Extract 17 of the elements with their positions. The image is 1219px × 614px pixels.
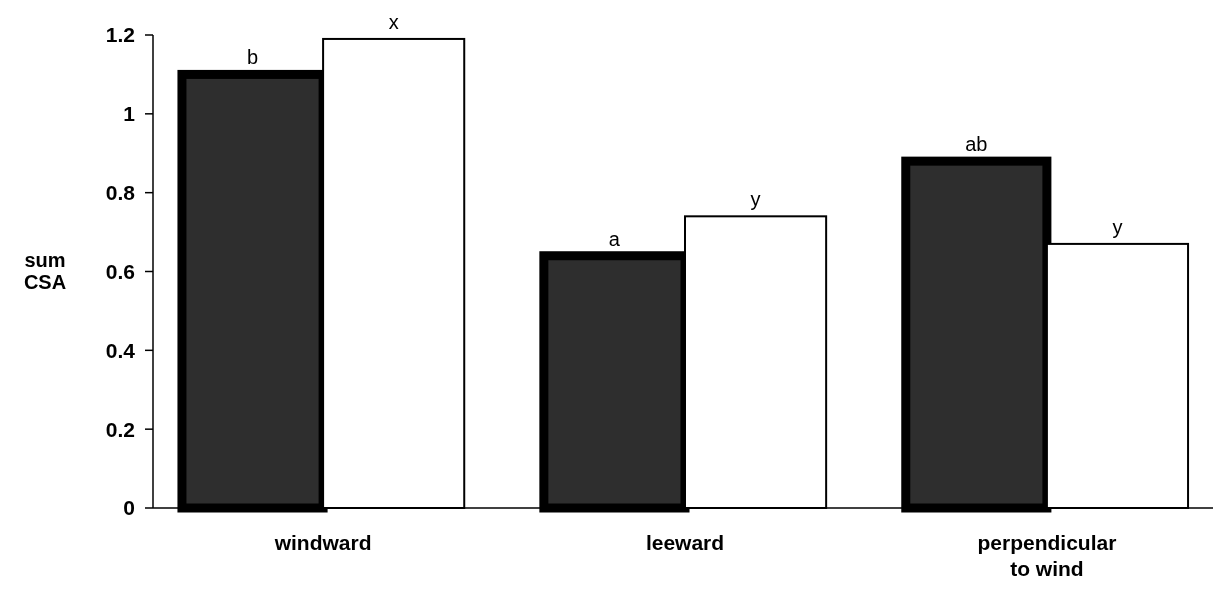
x-tick-label: windward [273,531,372,554]
y-axis-title: sum CSA [23,248,67,293]
y-tick-label: 0.2 [105,417,135,441]
y-tick-label: 0.6 [105,259,135,283]
data-label: y [1112,215,1123,238]
data-label: b [246,46,259,69]
data-label: a [608,227,621,250]
data-label: y [750,188,761,211]
y-tick-label: 1 [123,102,136,126]
y-tick-label: 1.2 [105,23,135,47]
y-tick-label: 0 [123,496,135,520]
data-label: x [388,10,399,33]
x-tick-label: leeward [645,531,725,554]
x-tick-label: perpendicular to wind [977,531,1117,580]
y-tick-label: 0.8 [105,181,136,205]
data-label: ab [965,133,988,156]
y-tick-label: 0.4 [105,338,136,362]
